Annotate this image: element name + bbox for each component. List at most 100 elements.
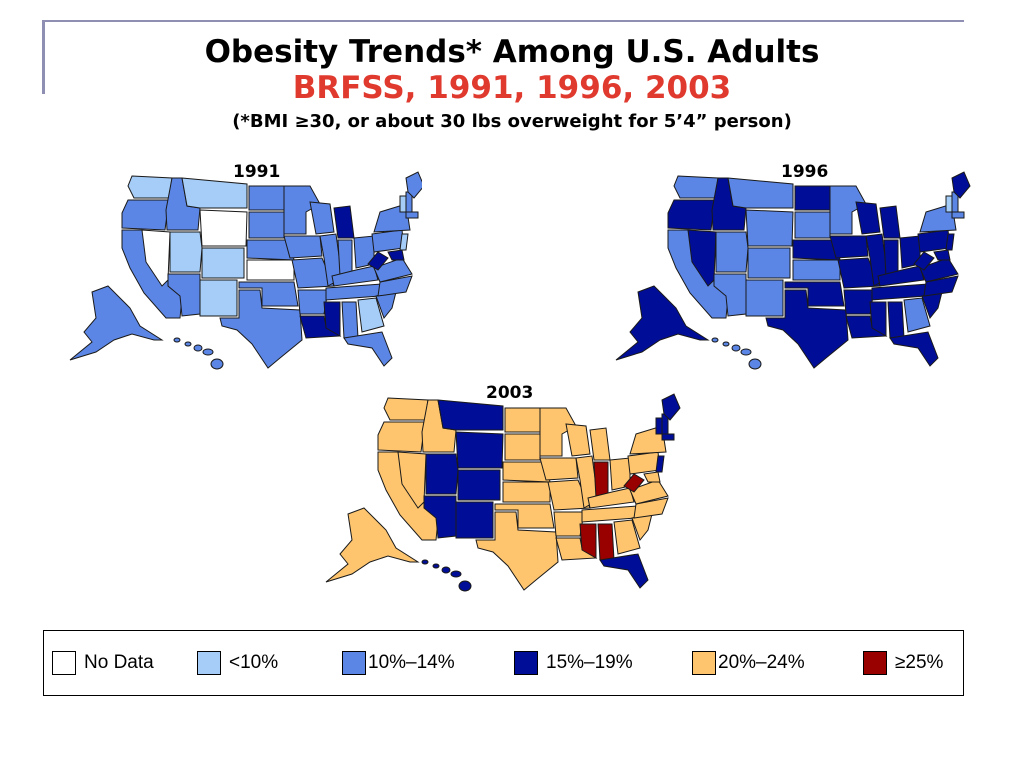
- state-indiana: [337, 239, 353, 277]
- state-iowa: [283, 235, 323, 259]
- legend-label-lt10: <10%: [229, 652, 279, 673]
- state-virginia: [373, 257, 413, 283]
- legend-label-ge25: ≥25%: [895, 652, 944, 673]
- state-nevada: [397, 451, 427, 509]
- state-pennsylvania: [627, 451, 661, 475]
- state-north-carolina: [377, 275, 413, 297]
- state-colorado: [201, 247, 245, 279]
- state-maryland: [387, 249, 405, 261]
- state-virginia: [919, 257, 959, 283]
- state-kansas: [502, 481, 551, 503]
- state-massachusetts: [405, 211, 419, 219]
- state-pennsylvania: [371, 229, 405, 253]
- legend-swatch-15-19: [514, 651, 538, 675]
- legend-swatch-20-24: [692, 651, 716, 675]
- state-texas: [219, 289, 303, 369]
- us-map-2003: [325, 393, 681, 592]
- state-hawaii: [711, 337, 762, 370]
- state-hawaii: [421, 559, 472, 592]
- state-massachusetts: [951, 211, 965, 219]
- page-footnote: (*BMI ≥30, or about 30 lbs overweight fo…: [232, 111, 792, 132]
- state-iowa: [829, 235, 869, 259]
- state-maine: [951, 171, 971, 199]
- state-arizona: [167, 273, 201, 317]
- state-utah: [715, 231, 749, 273]
- state-new-mexico: [745, 279, 784, 317]
- state-colorado: [457, 469, 501, 501]
- state-florida: [343, 331, 393, 367]
- state-vermont: [655, 417, 663, 435]
- state-vermont: [945, 195, 953, 213]
- state-alabama: [341, 301, 359, 339]
- legend: No Data <10% 10%–14% 15%–19% 20%–24% ≥25…: [43, 630, 964, 696]
- state-arizona: [713, 273, 747, 317]
- state-michigan: [589, 427, 611, 461]
- state-arizona: [423, 495, 457, 539]
- state-north-dakota: [504, 407, 541, 433]
- state-michigan: [333, 205, 355, 239]
- state-south-dakota: [794, 211, 831, 239]
- state-washington: [673, 175, 719, 199]
- state-alabama: [887, 301, 905, 339]
- state-wisconsin: [309, 201, 335, 235]
- state-mississippi: [869, 301, 887, 337]
- state-nevada: [687, 229, 717, 287]
- state-mississippi: [323, 301, 341, 337]
- state-minnesota: [829, 185, 867, 235]
- state-oregon: [377, 421, 426, 453]
- state-north-carolina: [633, 497, 669, 519]
- legend-item-no-data: No Data: [52, 649, 154, 677]
- state-kansas: [792, 259, 841, 281]
- state-vermont: [399, 195, 407, 213]
- legend-label-20-24: 20%–24%: [718, 652, 805, 673]
- state-maryland: [933, 249, 951, 261]
- state-north-dakota: [794, 185, 831, 211]
- state-florida: [889, 331, 939, 367]
- state-minnesota: [539, 407, 577, 457]
- legend-item-ge25: ≥25%: [863, 649, 943, 677]
- state-wyoming: [455, 431, 504, 469]
- state-alaska: [69, 285, 164, 361]
- state-georgia: [903, 297, 931, 333]
- state-virginia: [629, 479, 669, 505]
- legend-item-20-24: 20%–24%: [692, 649, 805, 677]
- map-year-label-1996: 1996: [781, 162, 829, 182]
- state-alaska: [615, 285, 710, 361]
- state-georgia: [613, 519, 641, 555]
- legend-swatch-ge25: [863, 651, 887, 675]
- map-year-label-2003: 2003: [486, 383, 534, 403]
- state-south-dakota: [248, 211, 285, 239]
- state-south-dakota: [504, 433, 541, 461]
- state-washington: [383, 397, 429, 421]
- state-texas: [765, 289, 849, 369]
- state-west-virginia: [367, 251, 389, 271]
- state-hawaii: [173, 337, 224, 370]
- state-west-virginia: [913, 251, 935, 271]
- state-utah: [425, 453, 459, 495]
- page-title: Obesity Trends* Among U.S. Adults: [204, 34, 820, 70]
- state-colorado: [747, 247, 791, 279]
- state-wisconsin: [855, 201, 881, 235]
- state-maine: [661, 393, 681, 421]
- legend-label-no-data: No Data: [84, 652, 154, 673]
- state-minnesota: [283, 185, 321, 235]
- legend-swatch-10-14: [342, 651, 366, 675]
- state-arkansas: [843, 289, 875, 315]
- legend-item-15-19: 15%–19%: [514, 649, 633, 677]
- state-florida: [599, 553, 649, 589]
- us-map-1996: [615, 171, 971, 370]
- state-kansas: [246, 259, 295, 281]
- legend-swatch-lt10: [197, 651, 221, 675]
- state-new-mexico: [455, 501, 494, 539]
- state-utah: [169, 231, 203, 273]
- state-new-jersey: [945, 233, 955, 251]
- state-massachusetts: [661, 433, 675, 441]
- state-montana: [727, 177, 794, 209]
- state-indiana: [593, 461, 609, 499]
- state-maine: [405, 171, 422, 199]
- title-block: Obesity Trends* Among U.S. Adults BRFSS,…: [0, 34, 1024, 136]
- decorative-vertical-rule: [42, 20, 45, 94]
- state-west-virginia: [623, 473, 645, 493]
- legend-label-10-14: 10%–14%: [368, 652, 455, 673]
- state-new-mexico: [199, 279, 238, 317]
